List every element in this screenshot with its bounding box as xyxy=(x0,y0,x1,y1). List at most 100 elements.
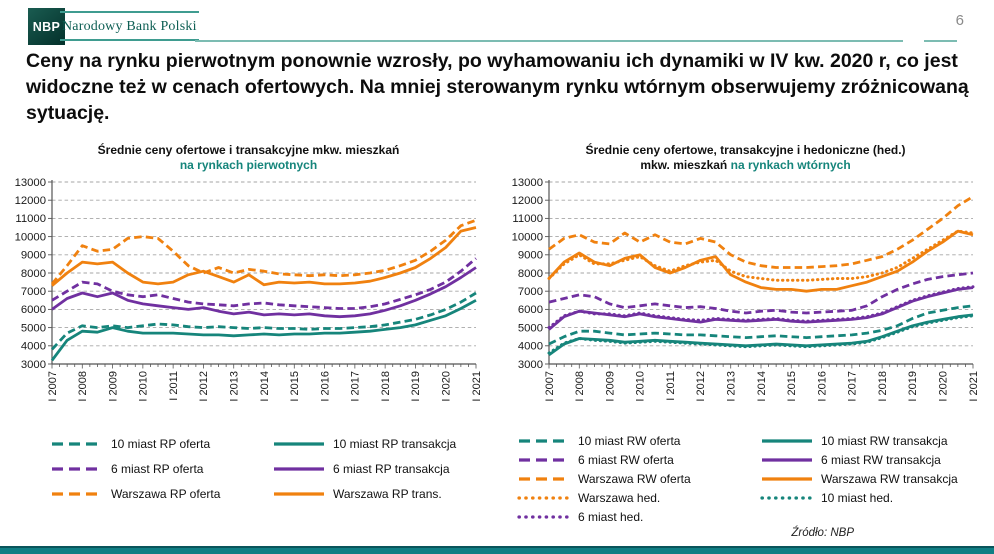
series-line xyxy=(51,266,477,319)
x-tick-label: I 2012 xyxy=(198,371,210,402)
series-line xyxy=(548,195,974,269)
legend-symbol-solid xyxy=(762,476,812,481)
legend-label: Warszawa RP oferta xyxy=(111,486,221,501)
y-tick-label: 8000 xyxy=(518,268,543,280)
y-tick-label: 10000 xyxy=(15,231,46,243)
chart-title-black: mkw. mieszkań xyxy=(640,158,728,172)
x-tick-label: I 2016 xyxy=(319,371,331,402)
y-tick-label: 13000 xyxy=(512,177,543,189)
legend-symbol-solid xyxy=(274,466,324,471)
y-tick-label: 12000 xyxy=(15,195,46,207)
header-rule xyxy=(195,40,903,42)
y-tick-label: 11000 xyxy=(15,213,46,225)
legend-symbol-solid xyxy=(762,438,812,443)
header-rule-short xyxy=(924,40,957,42)
x-tick-label: I 2009 xyxy=(604,371,616,402)
legend-label: 6 miast hed. xyxy=(578,509,644,524)
x-tick-label: I 2019 xyxy=(410,371,422,402)
chart-title-teal: na rynkach pierwotnych xyxy=(179,158,318,172)
legend-label: 10 miast RP transakcja xyxy=(333,436,457,451)
x-tick-label: I 2020 xyxy=(441,371,453,402)
y-tick-label: 3000 xyxy=(518,359,543,371)
legend-label: 10 miast RP oferta xyxy=(111,436,211,451)
series-line xyxy=(547,314,975,355)
legend-secondary: 10 miast RW oferta 6 miast RW oferta Warsz… xyxy=(497,431,994,526)
x-tick-label: I 2009 xyxy=(107,371,119,402)
legend-label: 6 miast RP oferta xyxy=(111,461,204,476)
legend-column-1: 10 miast RP oferta 6 miast RP oferta Warsz… xyxy=(50,431,272,506)
charts-row: Średnie ceny ofertowe i transakcyjne mkw… xyxy=(0,140,994,526)
y-tick-label: 6000 xyxy=(518,304,543,316)
legend-label: 10 miast hed. xyxy=(821,490,894,505)
nbp-logo: NBP xyxy=(28,8,65,45)
series-line xyxy=(50,218,477,285)
source-note: Źródło: NBP xyxy=(791,527,854,539)
legend-item: 10 miast RP oferta xyxy=(50,431,272,456)
y-tick-label: 7000 xyxy=(21,286,46,298)
x-tick-label: I 2018 xyxy=(380,371,392,402)
x-tick-label: I 2007 xyxy=(47,371,59,402)
legend-label: 6 miast RP transakcja xyxy=(333,461,450,476)
legend-item: 6 miast RW oferta xyxy=(517,450,760,469)
legend-column-2: 10 miast RP transakcja 6 miast RP transak… xyxy=(272,431,456,506)
chart-secondary-market: Średnie ceny ofertowe, transakcyjne i he… xyxy=(497,140,994,526)
x-tick-label: I 2017 xyxy=(350,371,362,402)
series-line xyxy=(548,286,974,331)
legend-label: Warszawa RW transakcja xyxy=(821,471,958,486)
x-tick-label: I 2017 xyxy=(847,371,859,402)
legend-label: 10 miast RW transakcja xyxy=(821,433,948,448)
legend-item: 6 miast RP transakcja xyxy=(272,456,456,481)
legend-item: 10 miast hed. xyxy=(760,488,958,507)
legend-symbol-dashed xyxy=(519,457,569,462)
x-tick-label: I 2011 xyxy=(168,371,180,401)
legend-item: Warszawa RW transakcja xyxy=(760,469,958,488)
chart-title-black: Średnie ceny ofertowe i transakcyjne mkw… xyxy=(97,143,400,157)
y-tick-label: 3000 xyxy=(21,359,46,371)
x-tick-label: I 2014 xyxy=(756,371,768,402)
x-tick-label: I 2014 xyxy=(259,371,271,402)
y-tick-label: 9000 xyxy=(518,250,543,262)
legend-symbol-dashed xyxy=(519,438,569,443)
chart-title-secondary: Średnie ceny ofertowe, transakcyjne i he… xyxy=(497,140,994,175)
x-tick-label: I 2021 xyxy=(471,371,483,402)
line-plot-primary: 3000 4000 5000 6000 7000 8000 9000 10000 11000 12… xyxy=(15,177,483,402)
chart-title-teal: na rynkach wtórnych xyxy=(730,158,851,172)
chart-primary-market: Średnie ceny ofertowe i transakcyjne mkw… xyxy=(0,140,497,526)
legend-column-1: 10 miast RW oferta 6 miast RW oferta Warsz… xyxy=(517,431,760,526)
x-tick-label: I 2012 xyxy=(695,371,707,402)
x-tick-label: I 2018 xyxy=(877,371,889,402)
legend-label: Warszawa RP trans. xyxy=(333,486,442,501)
x-tick-label: I 2010 xyxy=(635,371,647,402)
series-line xyxy=(547,285,975,330)
x-tick-label: I 2011 xyxy=(665,371,677,401)
x-tick-label: I 2020 xyxy=(938,371,950,402)
series-line xyxy=(547,229,975,282)
x-tick-label: I 2015 xyxy=(786,371,798,402)
legend-item: 10 miast RW oferta xyxy=(517,431,760,450)
legend-symbol-dotted xyxy=(760,495,814,500)
y-tick-label: 8000 xyxy=(21,268,46,280)
legend-label: 10 miast RW oferta xyxy=(578,433,681,448)
footer-bar xyxy=(0,546,994,554)
legend-label: 6 miast RW transakcja xyxy=(821,452,941,467)
x-tick-label: I 2015 xyxy=(289,371,301,402)
x-tick-label: I 2010 xyxy=(138,371,150,402)
y-tick-label: 4000 xyxy=(21,341,46,353)
y-tick-label: 5000 xyxy=(518,322,543,334)
x-tick-label: I 2019 xyxy=(907,371,919,402)
y-tick-label: 12000 xyxy=(512,195,543,207)
y-tick-label: 5000 xyxy=(21,322,46,334)
line-plot-secondary: 3000 4000 5000 6000 7000 8000 9000 10000 11000 12… xyxy=(512,177,980,402)
chart-title-primary: Średnie ceny ofertowe i transakcyjne mkw… xyxy=(0,140,497,175)
x-tick-label: I 2016 xyxy=(816,371,828,402)
legend-column-2: 10 miast RW transakcja 6 miast RW transak… xyxy=(760,431,958,526)
y-tick-label: 11000 xyxy=(512,213,543,225)
series-line xyxy=(51,226,477,287)
legend-item: 6 miast RW transakcja xyxy=(760,450,958,469)
y-tick-label: 7000 xyxy=(518,286,543,298)
legend-item: 6 miast hed. xyxy=(517,507,760,526)
series-line xyxy=(50,299,477,362)
y-tick-label: 4000 xyxy=(518,341,543,353)
legend-symbol-dashed xyxy=(52,491,102,496)
